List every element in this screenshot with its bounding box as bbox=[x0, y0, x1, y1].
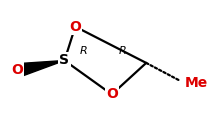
Text: O: O bbox=[106, 87, 118, 101]
Polygon shape bbox=[13, 60, 64, 76]
Text: Me: Me bbox=[185, 76, 208, 91]
Text: S: S bbox=[60, 53, 69, 68]
Text: O: O bbox=[69, 20, 81, 34]
Text: R: R bbox=[119, 46, 126, 56]
Text: R: R bbox=[80, 46, 88, 56]
Text: O: O bbox=[11, 63, 23, 77]
